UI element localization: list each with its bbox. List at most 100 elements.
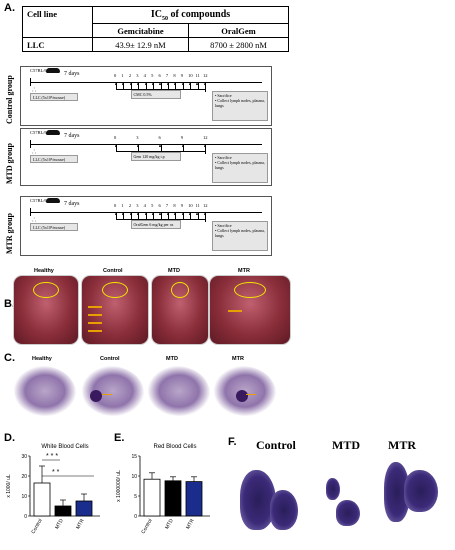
nodule-arrow: [102, 394, 112, 396]
dose-arrow: [181, 144, 184, 147]
timeline-start-tick: [30, 208, 31, 216]
timeline-box: [20, 128, 272, 186]
dose-arrow: [114, 144, 117, 147]
day-tick: [153, 212, 154, 219]
day-number: 8: [173, 73, 176, 78]
nodule-arrow: [88, 322, 102, 324]
injection-box: LLC (5x10⁵/mouse): [30, 93, 78, 101]
treat-bracket: [116, 89, 205, 90]
histo-section: [14, 366, 76, 416]
lung-photo: [14, 276, 78, 344]
injection-box: LLC (5x10⁵/mouse): [30, 155, 78, 163]
category-label: MTR: [75, 518, 86, 531]
rbc-chart: Red Blood Cells 0 5 10 15 x 1000000/ uL Contro…: [116, 444, 210, 535]
day-number: 4: [143, 73, 146, 78]
day-number: 10: [188, 73, 193, 78]
dose-arrow: [159, 144, 162, 147]
histo-section: [148, 366, 210, 416]
category-label: MTD: [164, 518, 175, 531]
dose-arrow: [144, 82, 147, 85]
table-val-gem: 43.9± 12.9 nM: [92, 37, 189, 52]
y-tick-label: 5: [134, 494, 137, 500]
dose-arrow: [181, 212, 184, 215]
day-tick: [190, 212, 191, 219]
group-label: Control group: [5, 75, 14, 124]
dose-arrow: [122, 212, 125, 215]
dose-arrow: [189, 212, 192, 215]
panel-f-label: F.: [228, 436, 237, 448]
nodule-arrow: [88, 330, 102, 332]
day-number: 6: [158, 135, 161, 140]
dose-arrow: [203, 144, 206, 147]
nodule-arrow: [228, 310, 242, 312]
day-tick: [175, 82, 177, 89]
day-number: 3: [136, 203, 139, 208]
histo-label: Control: [100, 356, 120, 362]
y-tick-label: 30: [21, 454, 27, 460]
day-number: 0: [114, 73, 117, 78]
mouse-strain-label: C57BL/6: [30, 198, 47, 203]
mouse-strain-label: C57BL/6: [30, 130, 47, 135]
tumor-circle: [102, 282, 128, 298]
dose-arrow: [174, 212, 177, 215]
tumor-nodule: [236, 390, 248, 402]
ic50-table: Cell line IC50 of compounds Gemcitabine …: [22, 6, 289, 52]
panel-a-label: A.: [4, 2, 15, 14]
significance-stars: * * *: [46, 453, 58, 460]
dose-arrow: [196, 82, 199, 85]
bar: [75, 500, 93, 517]
day-tick: [145, 82, 147, 89]
sacrifice-box: • Sacrifice • Collect lymph nodes, plasma…: [212, 91, 268, 121]
y-axis-label: x 1000000/ uL: [116, 470, 122, 502]
dose-arrow: [166, 82, 169, 85]
injection-box: LLC (5x10⁵/mouse): [30, 223, 78, 231]
sacrifice-item: • Sacrifice: [215, 155, 232, 160]
bar: [33, 482, 51, 517]
histo-section: [82, 366, 144, 416]
dose-arrow: [196, 212, 199, 215]
days-label: 7 days: [64, 71, 80, 77]
sacrifice-item: • Sacrifice: [215, 93, 232, 98]
dose-arrow: [189, 82, 192, 85]
day-number: 1: [121, 203, 124, 208]
dose-arrow: [159, 82, 162, 85]
sacrifice-item: • Collect lymph nodes, plasma, lungs: [215, 228, 265, 238]
y-tick-label: 10: [131, 474, 137, 480]
day-tick: [138, 82, 140, 89]
day-number: 11: [195, 203, 200, 208]
histo-label: Healthy: [32, 356, 52, 362]
day-number: 0: [114, 203, 117, 208]
cells-icon: ∴: [32, 216, 37, 224]
y-tick-label: 0: [24, 514, 27, 520]
panel-e-label: E.: [114, 432, 125, 444]
day-tick: [167, 212, 169, 219]
tumor-circle: [171, 282, 189, 298]
treat-bracket: [116, 219, 205, 220]
day-tick: [197, 82, 199, 89]
bar: [143, 478, 161, 517]
day-number: 12: [203, 203, 208, 208]
day-tick: [182, 144, 184, 151]
wbc-chart: White Blood Cells 0 10 20 30 x 1000/ uL Contro…: [6, 444, 100, 535]
day-number: 4: [143, 203, 146, 208]
day-tick: [130, 212, 132, 219]
nodule-arrow: [88, 314, 102, 316]
sacrifice-item: • Sacrifice: [215, 223, 232, 228]
day-tick: [123, 82, 125, 89]
day-number: 6: [158, 73, 161, 78]
table-col-gemcitabine: Gemcitabine: [92, 23, 189, 38]
day-number: 10: [188, 203, 193, 208]
photo-label: MTR: [238, 268, 250, 274]
day-number: 2: [128, 73, 132, 78]
day-number: 2: [128, 203, 132, 208]
f-label: MTR: [388, 438, 416, 452]
day-tick: [167, 82, 169, 89]
sacrifice-item: • Collect lymph nodes, plasma, lungs: [215, 160, 265, 170]
bar: [54, 505, 72, 517]
dose-arrow: [129, 212, 132, 215]
lung-photo: [210, 276, 290, 344]
day-number: 11: [195, 73, 200, 78]
day-number: 5: [151, 73, 154, 78]
category-label: Control: [30, 518, 43, 535]
day-number: 1: [121, 73, 124, 78]
